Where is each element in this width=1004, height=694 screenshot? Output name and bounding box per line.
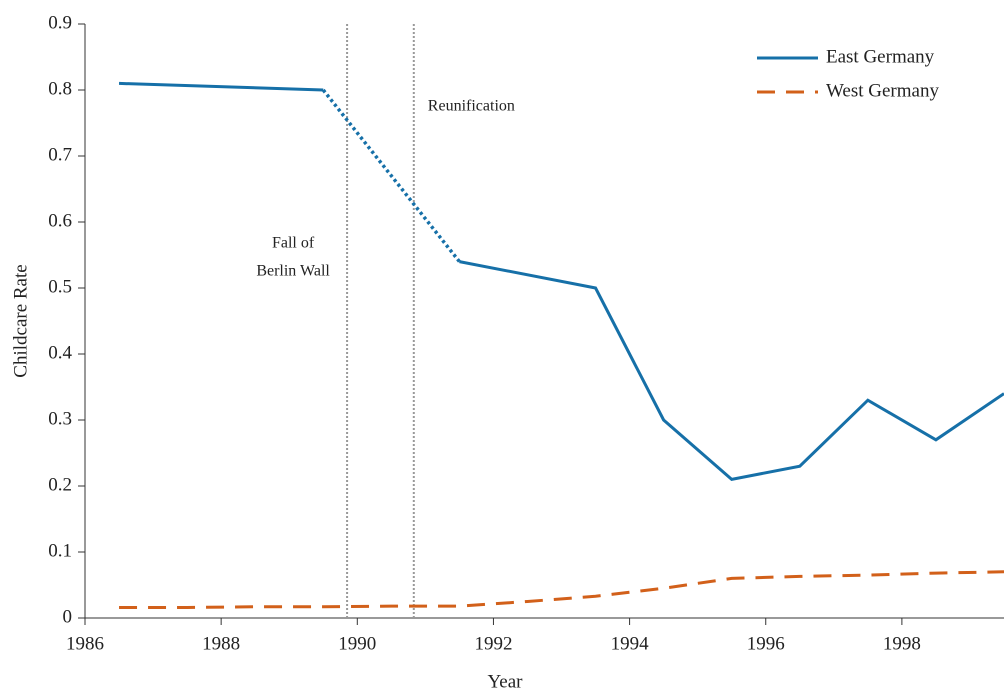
event-label: Reunification bbox=[428, 98, 515, 115]
legend-label: East Germany bbox=[826, 46, 935, 67]
x-axis-label: Year bbox=[487, 671, 523, 692]
y-tick-label: 0.6 bbox=[48, 210, 72, 231]
y-tick-label: 0.8 bbox=[48, 78, 72, 99]
x-tick-label: 1994 bbox=[611, 633, 650, 654]
x-tick-label: 1990 bbox=[338, 633, 376, 654]
x-tick-label: 1986 bbox=[66, 633, 104, 654]
series-line bbox=[118, 81, 324, 92]
y-axis-label: Childcare Rate bbox=[10, 264, 31, 377]
y-tick-label: 0.5 bbox=[48, 276, 72, 297]
y-tick-label: 0 bbox=[63, 606, 73, 627]
x-tick-label: 1992 bbox=[474, 633, 512, 654]
y-tick-label: 0.9 bbox=[48, 12, 72, 33]
x-tick-label: 1998 bbox=[883, 633, 921, 654]
x-tick-label: 1988 bbox=[202, 633, 240, 654]
series-line bbox=[119, 570, 1004, 609]
series-line bbox=[459, 260, 1004, 482]
y-tick-label: 0.2 bbox=[48, 474, 72, 495]
y-tick-label: 0.4 bbox=[48, 342, 72, 363]
y-tick-label: 0.3 bbox=[48, 408, 72, 429]
event-label: Fall of bbox=[272, 235, 315, 252]
legend-label: West Germany bbox=[826, 80, 939, 101]
x-tick-label: 1996 bbox=[747, 633, 785, 654]
series-line bbox=[321, 88, 461, 263]
event-label: Berlin Wall bbox=[256, 263, 330, 280]
y-tick-label: 0.7 bbox=[48, 144, 72, 165]
y-tick-label: 0.1 bbox=[48, 540, 72, 561]
